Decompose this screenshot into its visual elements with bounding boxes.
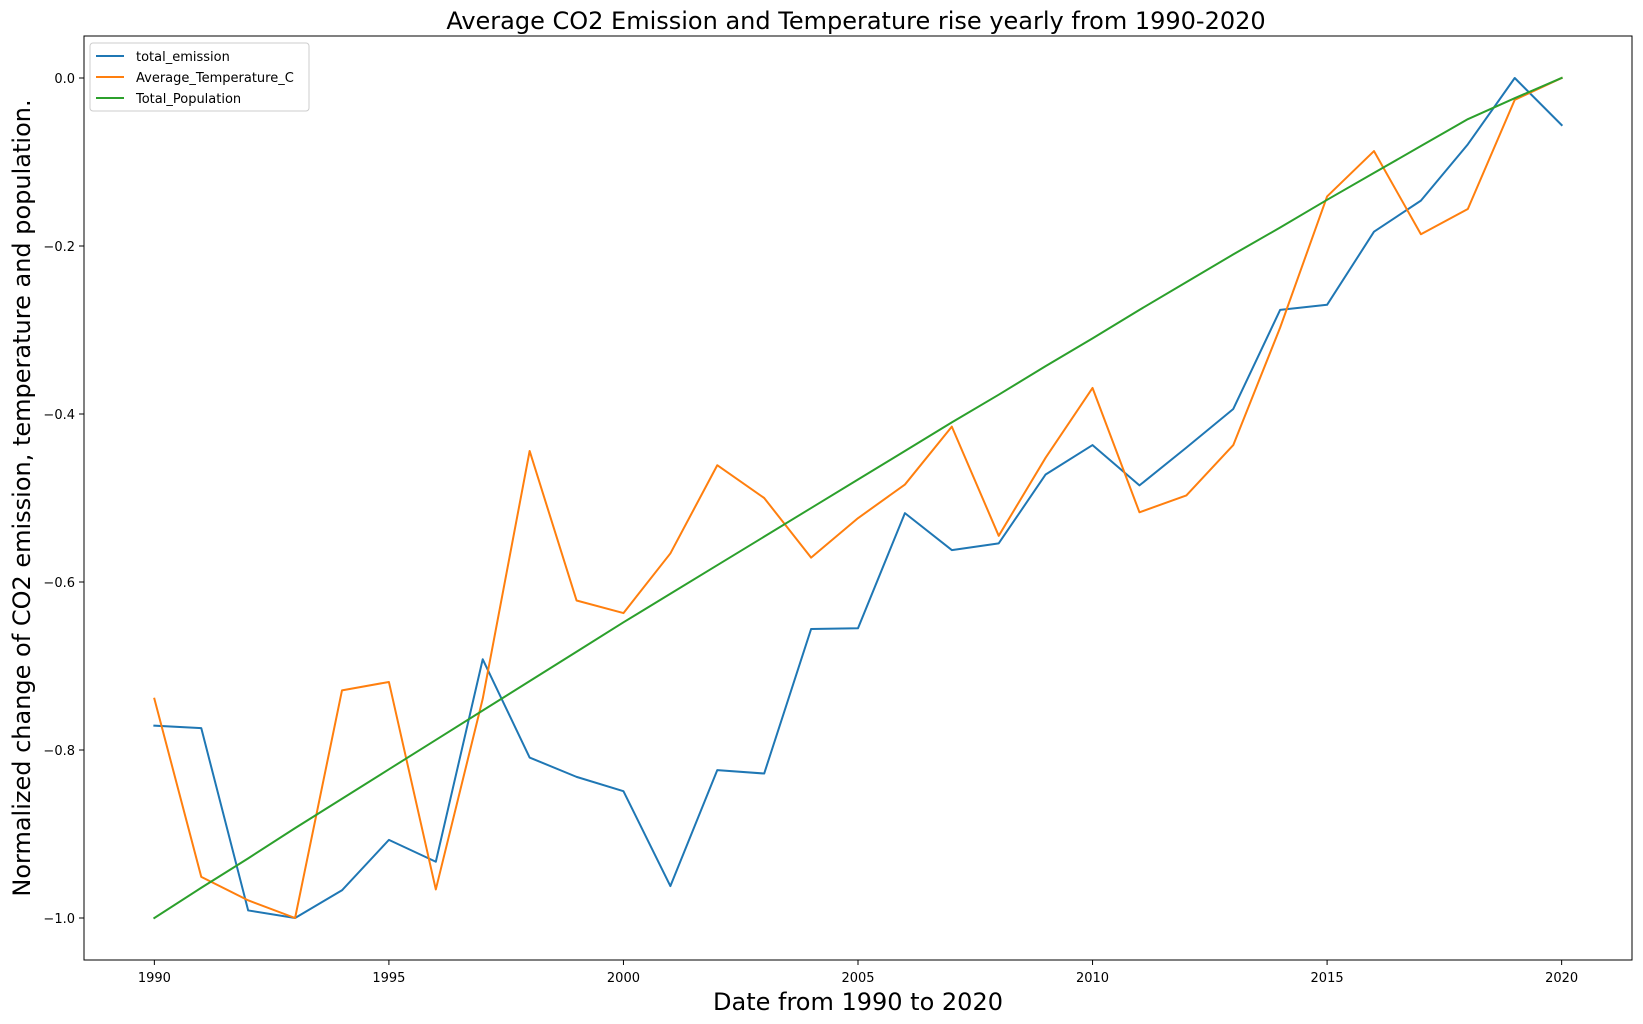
legend-label: Total_Population: [135, 92, 241, 107]
series-line-total-emission: [153, 77, 1564, 919]
series-lines: [152, 76, 1564, 920]
legend-box: [89, 42, 310, 112]
x-tick-label: 1995: [372, 971, 405, 986]
x-axis-ticks: 1990 1995 2000 2005 2010 2015 2020: [138, 960, 1578, 986]
legend-label: Average_Temperature_C: [136, 71, 294, 86]
y-axis-label: Normalized change of CO2 emission, tempe…: [8, 99, 36, 896]
x-tick-label: 1990: [138, 971, 171, 986]
y-tick-label: −0.4: [43, 408, 75, 423]
legend-label: total_emission: [136, 50, 230, 65]
legend: total_emission Average_Temperature_C Total…: [89, 42, 310, 112]
y-tick-label: −1.0: [43, 912, 75, 927]
series-line-total-population: [152, 76, 1563, 920]
y-axis-ticks: 0.0 −0.2 −0.4 −0.6 −0.8 −1.0: [43, 72, 84, 927]
x-axis-label: Date from 1990 to 2020: [713, 988, 1003, 1016]
x-tick-label: 2000: [607, 971, 640, 986]
y-tick-label: 0.0: [54, 72, 75, 87]
x-tick-label: 2005: [841, 971, 874, 986]
y-tick-label: −0.8: [43, 744, 75, 759]
y-tick-label: −0.2: [43, 240, 75, 255]
series-line-average-temperature-c: [153, 76, 1563, 919]
plot-frame: [83, 35, 1633, 961]
x-tick-label: 2015: [1311, 971, 1344, 986]
y-tick-label: −0.6: [43, 576, 75, 591]
x-tick-label: 2010: [1076, 971, 1109, 986]
x-tick-label: 2020: [1545, 971, 1578, 986]
chart-title: Average CO2 Emission and Temperature ris…: [446, 7, 1265, 35]
